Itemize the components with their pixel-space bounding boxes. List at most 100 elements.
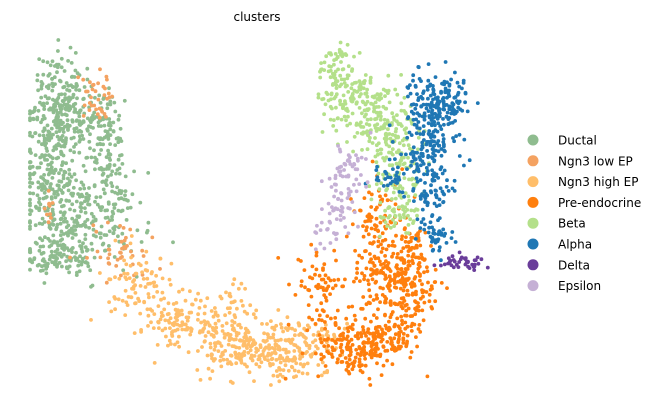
data-point bbox=[392, 224, 396, 229]
data-point bbox=[62, 219, 66, 224]
data-point bbox=[376, 105, 381, 109]
data-point bbox=[71, 185, 76, 190]
data-point bbox=[48, 226, 53, 231]
data-point bbox=[213, 321, 218, 326]
data-point bbox=[232, 313, 237, 318]
data-point bbox=[80, 259, 85, 264]
data-point bbox=[97, 152, 102, 157]
data-point bbox=[128, 205, 133, 210]
data-point bbox=[66, 125, 70, 129]
data-point bbox=[406, 143, 411, 148]
data-point bbox=[338, 218, 343, 222]
data-point bbox=[365, 87, 369, 92]
data-point bbox=[334, 258, 338, 263]
data-point bbox=[74, 250, 78, 255]
data-point bbox=[392, 272, 397, 277]
data-point bbox=[436, 149, 441, 154]
data-point bbox=[285, 315, 290, 320]
data-point bbox=[47, 203, 52, 208]
data-point bbox=[306, 303, 311, 307]
data-point bbox=[88, 268, 93, 273]
data-point bbox=[158, 267, 162, 271]
data-point bbox=[123, 288, 128, 293]
data-point bbox=[342, 77, 347, 82]
data-point bbox=[420, 282, 424, 287]
data-point bbox=[241, 343, 246, 348]
data-point bbox=[50, 88, 55, 93]
data-point bbox=[239, 355, 244, 359]
data-point bbox=[441, 133, 445, 137]
data-point bbox=[414, 123, 419, 128]
data-point bbox=[161, 313, 165, 318]
data-point bbox=[423, 230, 428, 235]
data-point bbox=[231, 326, 236, 331]
data-point bbox=[91, 227, 96, 232]
data-point bbox=[432, 238, 437, 243]
data-point bbox=[55, 241, 59, 246]
data-point bbox=[401, 288, 406, 293]
data-point bbox=[418, 278, 422, 283]
series-epsilon bbox=[313, 130, 373, 252]
data-point bbox=[425, 269, 430, 274]
data-point bbox=[346, 158, 351, 163]
data-point bbox=[386, 91, 390, 95]
data-point bbox=[110, 169, 115, 174]
data-point bbox=[99, 107, 104, 112]
legend-label: Alpha bbox=[558, 238, 592, 252]
data-point bbox=[401, 143, 406, 148]
data-point bbox=[346, 206, 351, 210]
data-point bbox=[439, 165, 444, 170]
data-point bbox=[410, 280, 415, 285]
data-point bbox=[442, 122, 446, 127]
data-point bbox=[321, 277, 326, 282]
data-point bbox=[112, 163, 117, 168]
data-point bbox=[350, 164, 355, 169]
data-point bbox=[326, 284, 331, 289]
data-point bbox=[72, 110, 77, 114]
data-point bbox=[46, 189, 51, 193]
data-point bbox=[334, 105, 338, 110]
data-point bbox=[102, 112, 107, 116]
data-point bbox=[345, 109, 350, 113]
series-alpha bbox=[363, 60, 480, 263]
data-point bbox=[360, 148, 364, 152]
data-point bbox=[313, 351, 318, 356]
data-point bbox=[379, 339, 384, 344]
data-point bbox=[457, 154, 462, 158]
data-point bbox=[114, 171, 118, 176]
data-point bbox=[105, 208, 109, 213]
data-point bbox=[334, 86, 339, 90]
data-point bbox=[302, 326, 307, 331]
data-point bbox=[339, 60, 343, 64]
data-point bbox=[360, 363, 364, 367]
data-point bbox=[104, 183, 109, 188]
data-point bbox=[37, 221, 42, 226]
data-point bbox=[322, 293, 327, 297]
data-point bbox=[50, 187, 55, 192]
data-point bbox=[304, 336, 308, 340]
data-point bbox=[62, 248, 66, 252]
data-point bbox=[81, 114, 86, 118]
data-point bbox=[28, 208, 32, 213]
data-point bbox=[104, 280, 109, 285]
data-point bbox=[327, 64, 332, 68]
data-point bbox=[99, 208, 103, 213]
data-point bbox=[144, 260, 149, 265]
data-point bbox=[43, 143, 47, 148]
data-point bbox=[325, 314, 330, 318]
data-point bbox=[163, 326, 168, 331]
data-point bbox=[89, 95, 93, 100]
data-point bbox=[219, 364, 224, 369]
data-point bbox=[328, 104, 333, 109]
data-point bbox=[395, 113, 399, 117]
data-point bbox=[388, 214, 392, 218]
data-point bbox=[51, 148, 56, 153]
data-point bbox=[376, 239, 381, 244]
data-point bbox=[37, 57, 42, 61]
data-point bbox=[59, 56, 64, 61]
data-point bbox=[458, 257, 463, 262]
data-point bbox=[405, 278, 410, 282]
data-point bbox=[219, 344, 224, 348]
data-point bbox=[129, 249, 133, 254]
data-point bbox=[35, 115, 40, 120]
